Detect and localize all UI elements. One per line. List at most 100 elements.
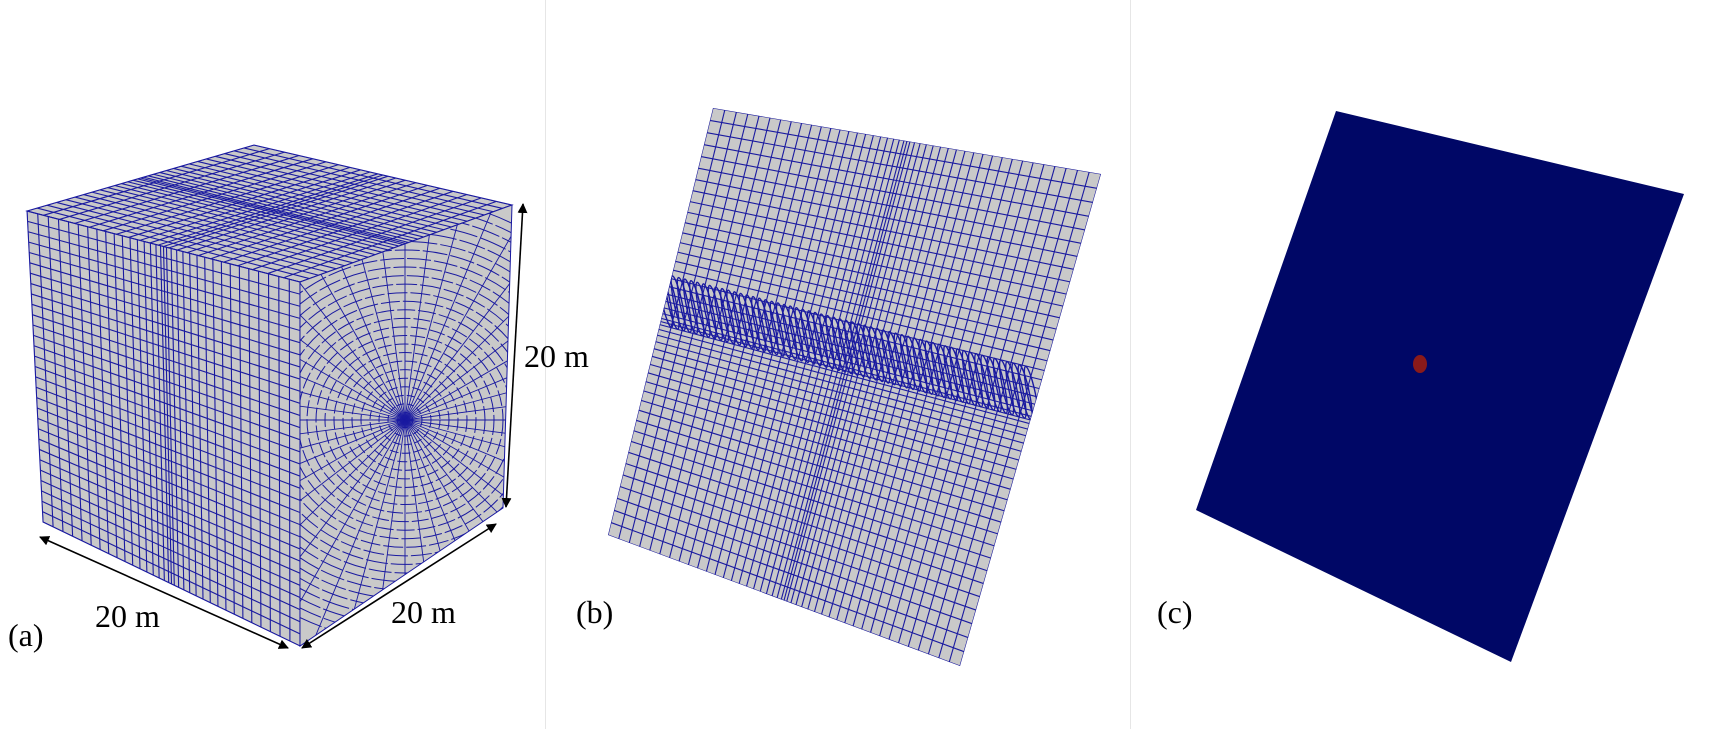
mesh-line	[655, 341, 1024, 444]
mesh-line	[34, 365, 300, 465]
mesh-line	[812, 311, 829, 368]
mesh-line	[404, 419, 512, 520]
mesh-line	[300, 419, 406, 551]
height-dimension-label: 20 m	[524, 338, 589, 374]
mesh-line	[698, 167, 1082, 244]
mesh-line	[168, 175, 389, 249]
mesh-line	[665, 300, 1038, 398]
mesh-line	[36, 407, 300, 514]
depth-dimension-label: 20 m	[391, 594, 456, 630]
mesh-line	[862, 324, 878, 381]
mesh-line	[684, 222, 1064, 307]
mesh-line	[27, 220, 300, 295]
mesh-line	[672, 269, 1048, 362]
mesh-line	[837, 318, 854, 375]
mesh-line	[33, 345, 300, 441]
mesh-line	[34, 355, 300, 453]
mesh-line	[625, 462, 984, 585]
mesh-line	[31, 293, 300, 380]
mesh-line	[299, 204, 512, 282]
mesh-line	[649, 363, 1017, 470]
mesh-line	[186, 179, 406, 254]
mesh-line	[868, 326, 885, 383]
mesh-line	[300, 419, 406, 605]
mesh-line	[924, 340, 940, 397]
mesh-line	[918, 338, 934, 395]
mesh-line	[404, 352, 512, 421]
mesh-line	[775, 302, 792, 359]
mesh-line	[300, 261, 406, 421]
divider-b-c	[1130, 0, 1131, 729]
mesh-line	[252, 193, 468, 271]
mesh-line	[404, 419, 512, 488]
mesh-line	[961, 349, 978, 407]
mesh-line	[300, 213, 406, 421]
mesh-line	[881, 329, 897, 386]
mesh-line	[89, 158, 314, 228]
panel-c-field-slice: (c)	[1157, 111, 1684, 662]
mesh-line	[157, 173, 379, 246]
mesh-line	[267, 197, 482, 275]
mesh-line	[676, 276, 693, 334]
mesh-line	[713, 286, 730, 343]
mesh-line	[27, 145, 255, 212]
mesh-line	[732, 291, 748, 348]
mesh-line	[29, 262, 300, 344]
mesh-line	[668, 286, 1043, 381]
mesh-line	[300, 235, 406, 421]
mesh-line	[692, 190, 1074, 270]
mesh-line	[30, 283, 300, 368]
mesh-line	[176, 177, 397, 251]
mesh-line	[670, 275, 686, 332]
mesh-line	[210, 184, 428, 260]
mesh-line	[149, 171, 371, 244]
mesh-line	[651, 355, 1020, 461]
panel-a-label: (a)	[8, 617, 44, 653]
mesh-line	[645, 381, 1011, 490]
mesh-line	[404, 235, 512, 421]
mesh-line	[630, 440, 992, 559]
mesh-line	[638, 409, 1002, 523]
depth-dimension-arrow	[301, 523, 497, 649]
mesh-line	[628, 451, 988, 572]
mesh-line	[38, 438, 300, 550]
mesh-line	[59, 151, 285, 220]
mesh-line	[35, 376, 300, 477]
field-plane	[1196, 111, 1684, 662]
mesh-line	[831, 316, 847, 373]
mesh-line	[695, 281, 711, 338]
mesh-line	[980, 354, 996, 411]
mesh-line	[198, 182, 417, 257]
mesh-line	[163, 174, 384, 248]
mesh-line	[103, 161, 327, 232]
mesh-line	[610, 522, 965, 653]
panel-c-label: (c)	[1157, 594, 1193, 630]
mesh-line	[689, 279, 705, 337]
mesh-line	[682, 278, 699, 335]
mesh-line	[992, 357, 1009, 414]
mesh-line	[893, 332, 909, 389]
mesh-line	[653, 348, 1022, 452]
mesh-line	[404, 205, 505, 421]
mesh-line	[949, 346, 965, 403]
mesh-line	[703, 144, 1089, 217]
mesh-line	[636, 419, 999, 535]
mesh-line	[283, 200, 497, 279]
mesh-line	[806, 310, 823, 367]
mesh-line	[300, 385, 406, 421]
width-dimension-label: 20 m	[95, 598, 160, 634]
mesh-line	[139, 169, 361, 241]
mesh-line	[912, 337, 928, 394]
mesh-line	[613, 509, 969, 639]
mesh-line	[974, 353, 990, 410]
mesh-line	[707, 284, 724, 341]
mesh-line	[404, 385, 512, 421]
mesh-line	[404, 213, 512, 421]
mesh-line	[701, 283, 717, 340]
mesh-line	[32, 324, 300, 416]
mesh-line	[769, 300, 786, 357]
mesh-line	[998, 359, 1015, 416]
mesh-line	[825, 314, 841, 372]
mesh-line	[404, 320, 512, 421]
mesh-line	[656, 334, 1027, 437]
